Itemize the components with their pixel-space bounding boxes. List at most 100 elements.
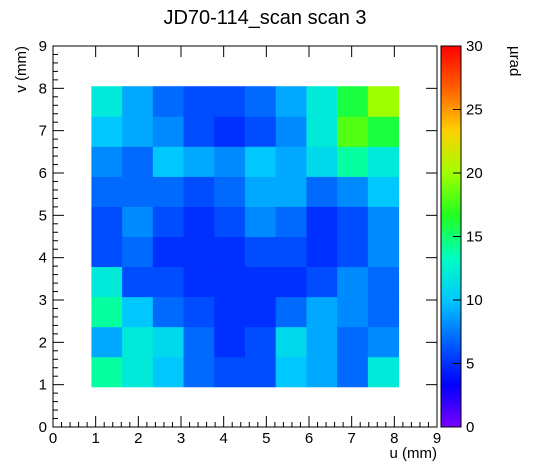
y-tick-label: 3 xyxy=(39,292,47,309)
heat-cell xyxy=(152,176,185,207)
z-tick-label: 30 xyxy=(466,38,483,55)
heat-cell xyxy=(306,116,338,147)
x-tick-label: 9 xyxy=(433,430,441,447)
x-tick-label: 3 xyxy=(177,430,185,447)
heat-cell xyxy=(183,236,215,268)
heat-cell xyxy=(367,146,400,177)
heat-cell xyxy=(367,296,400,328)
heat-cell xyxy=(91,326,123,358)
heat-cell xyxy=(183,326,215,358)
heat-cell xyxy=(337,86,369,117)
heat-cell xyxy=(367,356,400,388)
heat-cell xyxy=(91,236,123,268)
heat-cell xyxy=(214,86,246,117)
z-tick-label: 0 xyxy=(466,419,474,436)
heat-cell xyxy=(306,236,338,268)
heat-cell xyxy=(183,146,215,177)
heat-cell xyxy=(337,116,369,147)
heat-cell xyxy=(306,176,338,207)
heat-cell xyxy=(245,326,277,358)
heat-cell xyxy=(122,236,154,268)
heat-cell xyxy=(122,296,154,328)
heat-cell xyxy=(214,236,246,268)
x-tick-label: 2 xyxy=(134,430,142,447)
heat-cell xyxy=(306,326,338,358)
heat-cell xyxy=(275,206,307,237)
heat-cell xyxy=(91,206,123,237)
heat-cell xyxy=(245,86,277,117)
heat-cell xyxy=(214,296,246,328)
z-tick-label: 15 xyxy=(466,229,483,246)
x-tick-label: 8 xyxy=(390,430,398,447)
y-tick-label: 9 xyxy=(39,38,47,55)
heat-cell xyxy=(183,116,215,147)
y-tick-label: 5 xyxy=(39,207,47,224)
heat-cell xyxy=(152,86,185,117)
heat-cell xyxy=(367,176,400,207)
chart-title: JD70-114_scan scan 3 xyxy=(163,7,366,29)
heat-cell xyxy=(337,236,369,268)
heat-cell xyxy=(122,176,154,207)
heat-cell xyxy=(245,116,277,147)
heat-cell xyxy=(122,116,154,147)
heat-cell xyxy=(245,146,277,177)
heat-cell xyxy=(183,86,215,117)
heat-cell xyxy=(152,116,185,147)
heat-cell xyxy=(91,146,123,177)
heat-cell xyxy=(214,266,246,298)
heat-cell xyxy=(91,356,123,388)
heat-cell xyxy=(91,116,123,147)
z-tick-label: 10 xyxy=(466,292,483,309)
heat-cell xyxy=(91,296,123,328)
heat-cell xyxy=(152,296,185,328)
heat-cell xyxy=(337,266,369,298)
heat-cell xyxy=(275,176,307,207)
heat-cell xyxy=(152,206,185,237)
y-tick-label: 8 xyxy=(39,80,47,97)
heat-cell xyxy=(183,266,215,298)
heat-cell xyxy=(306,356,338,388)
heat-cell xyxy=(306,296,338,328)
heat-cell xyxy=(367,86,400,117)
heat-cell xyxy=(91,266,123,298)
z-tick-label: 5 xyxy=(466,356,474,373)
heat-cell xyxy=(152,266,185,298)
heat-cell xyxy=(245,176,277,207)
y-tick-label: 7 xyxy=(39,123,47,140)
heat-cell xyxy=(122,86,154,117)
heat-cell xyxy=(337,326,369,358)
heat-cell xyxy=(367,206,400,237)
heat-cell xyxy=(306,206,338,237)
heat-cell xyxy=(122,266,154,298)
heat-cell xyxy=(306,86,338,117)
heat-cell xyxy=(122,146,154,177)
heat-cell xyxy=(152,326,185,358)
heat-cell xyxy=(91,176,123,207)
heat-cell xyxy=(275,266,307,298)
heat-cell xyxy=(337,176,369,207)
heat-cell xyxy=(245,266,277,298)
heat-cell xyxy=(245,356,277,388)
heat-cell xyxy=(337,356,369,388)
heat-cell xyxy=(245,206,277,237)
heat-cell xyxy=(306,146,338,177)
heat-cell xyxy=(367,326,400,358)
heat-cell xyxy=(214,146,246,177)
heat-cell xyxy=(183,356,215,388)
heat-cell xyxy=(245,296,277,328)
heat-cell xyxy=(367,116,400,147)
y-tick-label: 4 xyxy=(39,250,47,267)
heat-cell xyxy=(337,296,369,328)
heat-cell xyxy=(152,236,185,268)
y-tick-label: 0 xyxy=(39,419,47,436)
z-axis-label: µrad xyxy=(506,46,523,76)
heat-cell xyxy=(183,206,215,237)
y-tick-label: 6 xyxy=(39,165,47,182)
x-tick-label: 7 xyxy=(347,430,355,447)
heat-cell xyxy=(214,206,246,237)
heat-cell xyxy=(214,116,246,147)
heat-cell xyxy=(152,146,185,177)
heat-cell xyxy=(122,206,154,237)
heat-cell xyxy=(214,326,246,358)
x-tick-label: 5 xyxy=(262,430,270,447)
